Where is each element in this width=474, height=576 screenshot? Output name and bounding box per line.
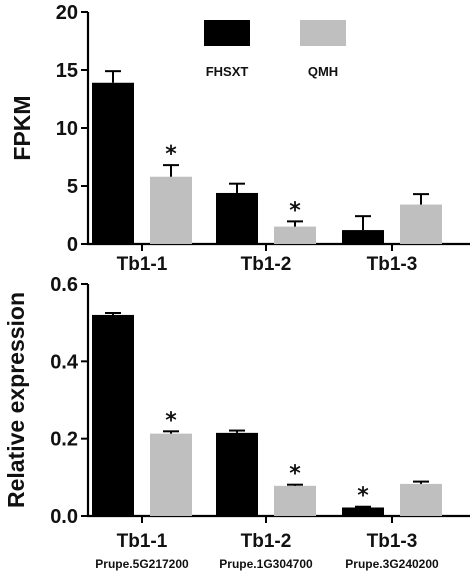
bar [216, 432, 258, 516]
bar [274, 226, 316, 244]
y-tick-label: 0.0 [50, 506, 78, 528]
y-tick-label: 0.6 [50, 274, 78, 296]
bar [274, 485, 316, 516]
significance-mark: * [289, 198, 301, 223]
category-label: Tb1-2 [241, 531, 292, 552]
significance-mark: * [165, 142, 177, 167]
y-tick-label: 5 [67, 176, 78, 198]
bar [150, 433, 192, 516]
y-tick-label: 15 [56, 60, 78, 82]
bar [92, 82, 134, 244]
significance-mark: * [165, 408, 177, 433]
legend: FHSXT QMH [204, 20, 346, 79]
gene-id-label: Prupe.1G304700 [219, 557, 313, 571]
y-tick-label: 20 [56, 2, 78, 24]
relative-expression-chart: 0.0 0.2 0.4 0.6 Relative expression Tb1-1 Prup… [3, 274, 470, 571]
bar [92, 314, 134, 516]
legend-swatch [204, 20, 250, 46]
significance-mark: * [357, 484, 369, 509]
fpkm-chart: 0 5 10 15 20 FPKM Tb1-1 Tb1-2 Tb1-3 * * FHSXT QMH [9, 2, 470, 275]
y-axis-title: Relative expression [3, 292, 29, 508]
bar [216, 192, 258, 244]
y-tick-label: 0.4 [50, 351, 79, 373]
bar [400, 204, 442, 244]
y-tick-label: 0.2 [50, 429, 78, 451]
category-label: Tb1-1 [117, 254, 168, 275]
category-label: Tb1-3 [367, 531, 418, 552]
legend-label: FHSXT [206, 64, 249, 79]
category-label: Tb1-3 [367, 254, 418, 275]
bar [342, 507, 384, 516]
bar [400, 483, 442, 516]
y-tick-label: 10 [56, 118, 78, 140]
category-label: Tb1-2 [241, 254, 292, 275]
category-label: Tb1-1 [117, 531, 168, 552]
significance-mark: * [289, 462, 301, 487]
bar [342, 230, 384, 244]
legend-swatch [300, 20, 346, 46]
y-tick-label: 0 [67, 234, 78, 256]
legend-label: QMH [308, 64, 338, 79]
bar [150, 176, 192, 244]
gene-id-label: Prupe.3G240200 [345, 557, 439, 571]
y-axis-title: FPKM [9, 95, 35, 160]
gene-id-label: Prupe.5G217200 [95, 557, 189, 571]
